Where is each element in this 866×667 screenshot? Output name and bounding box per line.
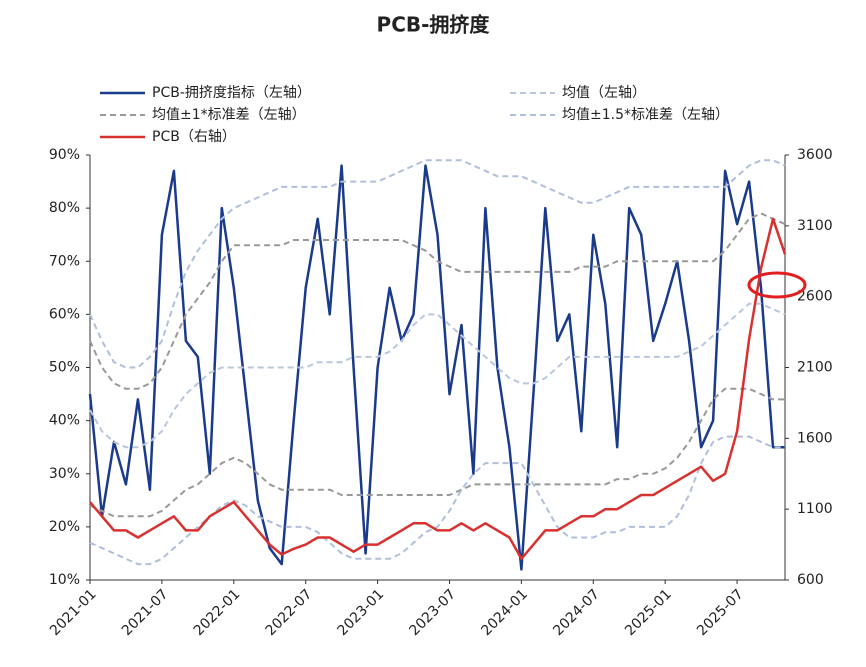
y2-tick-label: 1100 bbox=[797, 501, 833, 517]
y-tick-label: 50% bbox=[49, 360, 80, 376]
y2-tick-label: 600 bbox=[797, 572, 824, 588]
x-tick-label: 2022-07 bbox=[263, 586, 316, 639]
series-line bbox=[88, 164, 785, 571]
x-tick-label: 2025-07 bbox=[694, 586, 747, 639]
x-tick-label: 2022-01 bbox=[191, 586, 244, 639]
legend-label: 均值±1*标准差（左轴） bbox=[152, 107, 306, 123]
y-tick-label: 90% bbox=[49, 147, 80, 163]
legend-label: PCB（右轴） bbox=[152, 129, 236, 145]
y2-tick-label: 1600 bbox=[797, 430, 833, 446]
legend-label: 均值±1.5*标准差（左轴） bbox=[562, 107, 729, 123]
y-tick-label: 70% bbox=[49, 253, 80, 269]
x-tick-label: 2024-07 bbox=[550, 586, 603, 639]
y-tick-label: 20% bbox=[49, 519, 80, 535]
y-tick-label: 40% bbox=[49, 413, 80, 429]
series-line bbox=[89, 302, 786, 449]
series-line bbox=[89, 217, 787, 561]
y-tick-label: 30% bbox=[49, 466, 80, 482]
x-tick-label: 2021-01 bbox=[47, 586, 100, 639]
legend-label: PCB-拥挤度指标（左轴） bbox=[152, 85, 311, 101]
x-tick-label: 2024-01 bbox=[478, 586, 531, 639]
x-tick-label: 2021-07 bbox=[119, 586, 172, 639]
chart-title: PCB-拥挤度 bbox=[377, 13, 491, 37]
series-line bbox=[89, 387, 785, 518]
series-line bbox=[89, 159, 786, 369]
y2-tick-label: 3600 bbox=[797, 147, 833, 163]
legend-label: 均值（左轴） bbox=[562, 85, 646, 101]
y2-tick-label: 2100 bbox=[797, 360, 833, 376]
series-line bbox=[89, 435, 785, 566]
y-tick-label: 10% bbox=[49, 572, 80, 588]
x-tick-label: 2023-07 bbox=[406, 586, 459, 639]
highlight-ellipse bbox=[747, 271, 807, 299]
series-line bbox=[89, 212, 786, 390]
y-tick-label: 80% bbox=[49, 200, 80, 216]
y-tick-label: 60% bbox=[49, 306, 80, 322]
y2-tick-label: 2600 bbox=[797, 289, 833, 305]
x-tick-label: 2025-01 bbox=[622, 586, 675, 639]
y2-tick-label: 3100 bbox=[797, 218, 833, 234]
x-tick-label: 2023-01 bbox=[335, 586, 388, 639]
